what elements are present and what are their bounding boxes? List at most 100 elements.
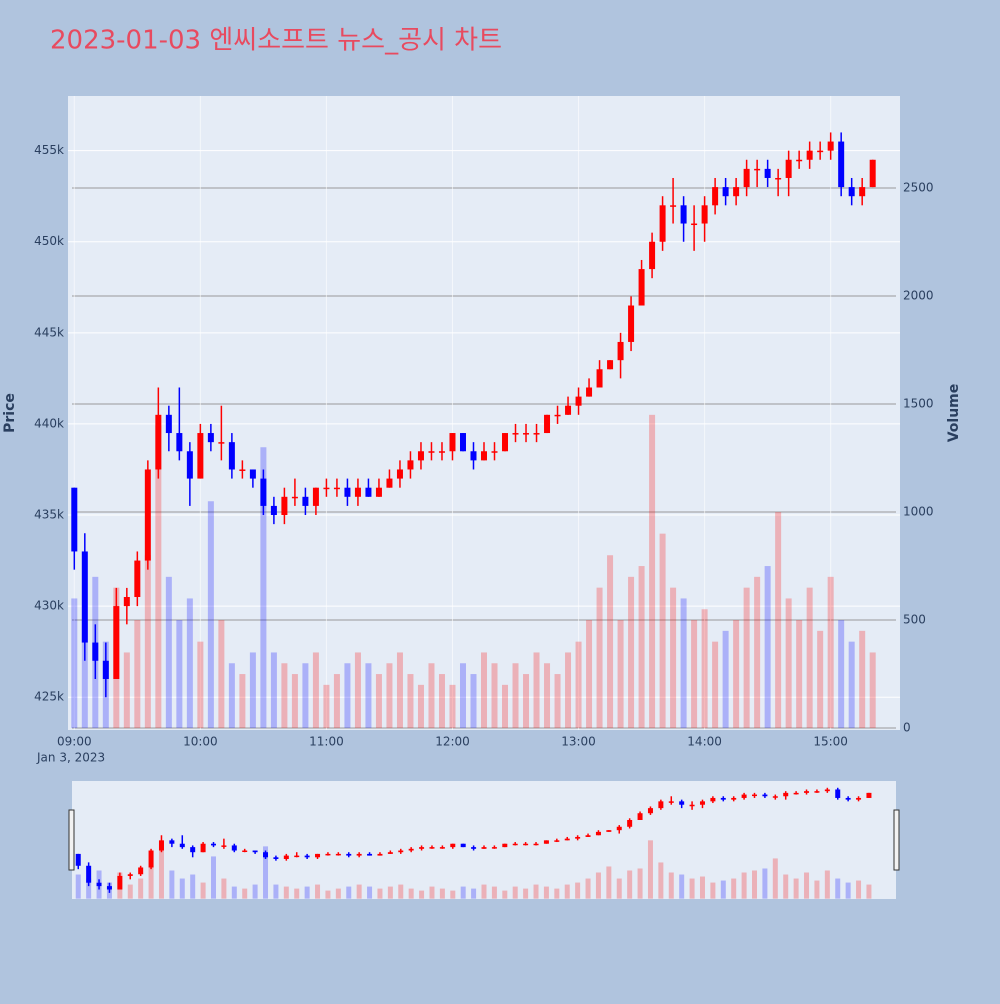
rangeslider-volume-bar (138, 878, 144, 899)
candle-body (575, 396, 582, 406)
rangeslider-volume-bar (679, 874, 685, 899)
volume-bar (344, 663, 351, 729)
candle-body (134, 560, 141, 598)
volume-bar (733, 620, 740, 729)
candle-body (502, 433, 509, 452)
rangeslider-candle-body (564, 838, 570, 841)
candle-body (722, 187, 729, 197)
rangeslider-candle-body (710, 797, 716, 802)
rangeslider-volume-bar (647, 840, 653, 899)
range-handle[interactable] (68, 809, 75, 871)
candle-body (302, 496, 309, 506)
rangeslider-volume-bar (752, 870, 758, 899)
rangeslider-candle-body (429, 847, 435, 849)
volume-bar (544, 663, 551, 729)
rangeslider-candle-body (304, 855, 310, 858)
rangeslider-candle-body (481, 847, 487, 849)
rangeslider-volume-bar (471, 888, 477, 899)
volume-bar (302, 663, 309, 729)
candle-body (565, 405, 572, 415)
volume-bar (586, 620, 593, 729)
rangeslider-candle-body (658, 801, 664, 809)
y-axis-title: Price (2, 393, 18, 433)
x-tick-label: 12:00 (435, 735, 470, 749)
rangeslider-candle-body (668, 801, 674, 803)
candle-body (596, 369, 603, 388)
y2-tick-label: 2000 (903, 289, 934, 303)
volume-bar (533, 652, 540, 729)
volume-bar (838, 620, 845, 729)
candle-body (459, 433, 466, 452)
rangeslider-volume-bar (814, 880, 820, 899)
volume-bar (260, 447, 267, 729)
candle-body (407, 460, 414, 470)
volume-bar (817, 630, 824, 729)
candle-body (848, 187, 855, 197)
candle-body (207, 433, 214, 443)
rangeslider-volume-bar (731, 878, 737, 899)
rangeslider-volume-bar (335, 888, 341, 899)
rangeslider-volume-bar (221, 878, 227, 899)
candle-body (754, 168, 761, 171)
rangeslider-volume-bar (408, 888, 414, 899)
rangeslider-candle-body (377, 853, 383, 856)
volume-bar (638, 566, 645, 729)
rangeslider-candle-body (138, 867, 144, 875)
y-tick-label: 445k (34, 325, 64, 339)
rangeslider-volume-bar (429, 886, 435, 899)
rangeslider-volume-bar (231, 886, 237, 899)
volume-bar (144, 555, 151, 729)
candle-body (354, 487, 361, 497)
rangeslider-candle-body (741, 794, 747, 798)
rangeslider-candle-body (294, 855, 300, 858)
volume-bar (386, 663, 393, 729)
candle-body (523, 433, 530, 435)
rangeslider-candle-body (647, 808, 653, 814)
rangeslider-candle-body (762, 794, 768, 797)
volume-bar (712, 641, 719, 729)
rangeslider-volume-bar (200, 882, 206, 899)
y-tick-label: 450k (34, 234, 64, 248)
volume-bar (701, 609, 708, 729)
rangeslider-volume-bar (689, 878, 695, 899)
rangeslider-candle-body (148, 850, 154, 868)
rangeslider-candle-body (543, 840, 549, 844)
candle-body (680, 205, 687, 224)
candle-body (659, 205, 666, 242)
candle-body (743, 168, 750, 188)
candle-body (827, 141, 834, 151)
candle-body (312, 487, 319, 506)
rangeslider-candle-body (471, 847, 477, 849)
rangeslider-candle-body (408, 848, 414, 851)
volume-bar (691, 620, 698, 729)
rangeslider-volume-bar (575, 882, 581, 899)
candle-body (701, 205, 708, 224)
x-tick-label: 15:00 (813, 735, 848, 749)
rangeslider-candle-body (450, 843, 456, 848)
rangeslider-candle-body (814, 791, 820, 793)
rangeslider-candle-body (325, 853, 331, 856)
rangeslider-volume-bar (346, 886, 352, 899)
volume-bar (512, 663, 519, 729)
volume-bar (71, 598, 78, 729)
rangeslider-volume-bar (866, 884, 872, 899)
volume-bar (743, 587, 750, 729)
rangeslider-candle-body (523, 843, 529, 846)
candle-body (165, 414, 172, 434)
volume-bar (323, 684, 330, 729)
volume-bar (312, 652, 319, 729)
candle-body (228, 442, 235, 470)
volume-bar (81, 620, 88, 729)
rangeslider-candle-body (845, 797, 851, 800)
candle-body (775, 177, 782, 180)
rangeslider-volume-bar (762, 868, 768, 899)
candle-body (333, 487, 340, 490)
volume-bar (470, 674, 477, 729)
rangeslider-volume-bar (804, 872, 810, 899)
candle-body (869, 159, 876, 188)
rangeslider-volume-bar (783, 874, 789, 899)
candle-body (396, 469, 403, 479)
candle-body (260, 478, 267, 506)
range-handle[interactable] (893, 809, 900, 871)
x-tick-label: 11:00 (309, 735, 344, 749)
